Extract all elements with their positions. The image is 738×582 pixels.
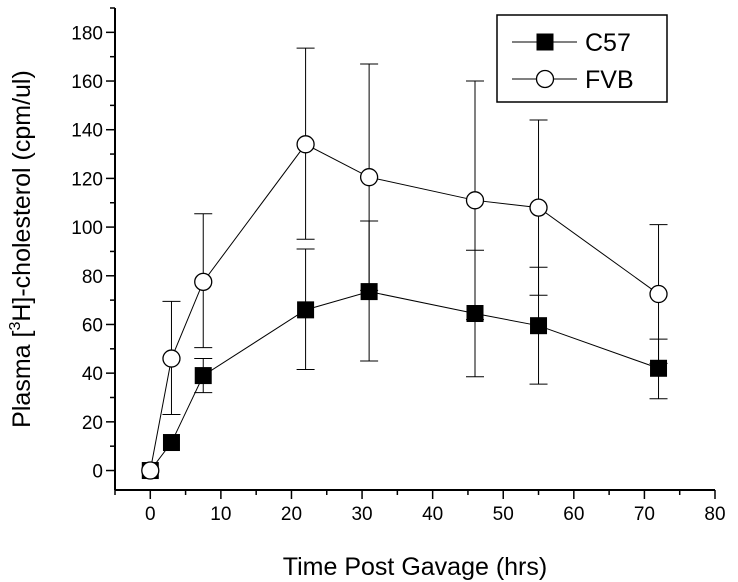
y-tick-label: 0 — [92, 462, 103, 483]
y-tick-label: 80 — [82, 267, 103, 288]
x-tick-label: 70 — [634, 504, 655, 525]
legend-fvb-label: FVB — [585, 66, 634, 94]
c57-marker — [297, 301, 315, 319]
legend-box — [496, 14, 668, 103]
y-tick-label: 140 — [71, 121, 103, 142]
y-tick-label: 20 — [82, 413, 103, 434]
fvb-marker — [194, 272, 213, 292]
y-axis-title-after: H]-cholesterol (cpm/ul) — [8, 70, 36, 321]
fvb-marker — [465, 191, 485, 210]
fvb-marker — [296, 135, 315, 154]
y-axis-title-before: Plasma [ — [8, 331, 36, 428]
y-tick-label: 160 — [71, 72, 103, 93]
x-tick-label: 0 — [145, 504, 156, 525]
fvb-marker — [141, 461, 160, 480]
fvb-marker — [162, 349, 181, 368]
series-layer — [141, 47, 668, 480]
x-tick-label: 10 — [210, 504, 231, 525]
x-tick-label: 50 — [493, 504, 514, 525]
y-tick-label: 40 — [82, 364, 103, 385]
fvb-marker — [649, 284, 668, 304]
x-tick-label: 30 — [351, 504, 372, 525]
x-tick-label: 40 — [422, 504, 443, 525]
legend: C57 FVB — [496, 14, 668, 103]
y-tick-label: 100 — [71, 218, 103, 239]
y-tick-label: 60 — [82, 315, 103, 336]
fvb-marker — [359, 168, 379, 187]
x-axis-title: Time Post Gavage (hrs) — [283, 553, 547, 581]
series-fvb — [141, 47, 668, 480]
x-tick-label: 20 — [281, 504, 302, 525]
fvb-marker — [529, 198, 548, 217]
c57-marker — [530, 317, 548, 335]
y-tick-label: 120 — [71, 169, 103, 190]
c57-marker — [194, 367, 212, 385]
fvb-marker — [535, 69, 555, 89]
y-axis-title-superscript: 3 — [7, 322, 24, 331]
fvb-line — [149, 143, 659, 471]
c57-line — [149, 291, 659, 471]
c57-marker — [536, 33, 554, 51]
x-tick-label: 80 — [704, 504, 725, 525]
y-axis-title: Plasma [3H]-cholesterol (cpm/ul) — [7, 70, 36, 428]
legend-c57-label: C57 — [585, 29, 631, 57]
axes: 0 10 20 30 40 50 60 70 80 0 20 40 60 80 100 120 140 160 18… — [71, 7, 726, 525]
series-c57 — [141, 220, 668, 480]
x-tick-label: 60 — [563, 504, 584, 525]
y-tick-label: 180 — [71, 23, 103, 44]
c57-marker — [162, 434, 180, 452]
